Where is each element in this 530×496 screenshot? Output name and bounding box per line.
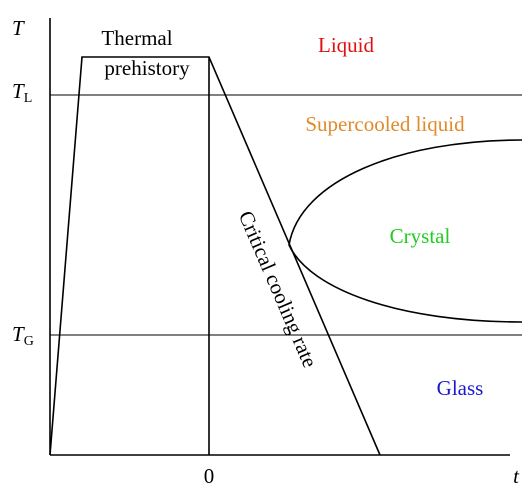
region-label: Supercooled liquid	[305, 112, 465, 136]
region-label: Liquid	[318, 33, 374, 57]
liquidus-label: TL	[12, 79, 32, 106]
symbol: T	[12, 322, 25, 346]
glass-transition-label: TG	[12, 322, 34, 349]
region-label: Glass	[437, 376, 484, 400]
x-origin-label: 0	[204, 464, 215, 488]
subscript: L	[24, 91, 33, 106]
crystallization-nose	[288, 139, 523, 323]
region-label: prehistory	[104, 56, 190, 80]
thermal-history-curve	[49, 56, 381, 456]
x-axis-label: t	[513, 464, 520, 488]
symbol: T	[12, 79, 25, 103]
y-axis-label: T	[12, 16, 25, 40]
subscript: G	[24, 334, 34, 349]
region-label: Crystal	[390, 224, 451, 248]
region-label: Thermal	[101, 26, 172, 50]
